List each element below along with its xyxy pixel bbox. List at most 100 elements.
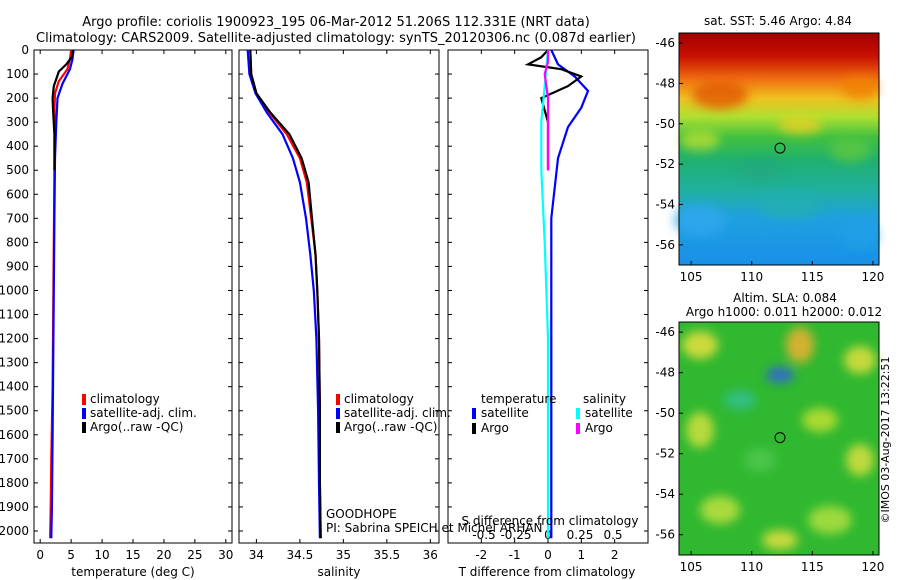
xtick-label-d-3: 1: [578, 548, 586, 562]
depth-tick-label-2: 200: [6, 91, 29, 105]
depth-tick-label-17: 1700: [0, 452, 29, 466]
diff-legend-swatch-0: [472, 408, 476, 419]
depth-tick-label-13: 1300: [0, 356, 29, 370]
depth-tick-label-8: 800: [6, 235, 29, 249]
xtick-label-d-0: -2: [475, 548, 487, 562]
sst-axes-ytick-label-4: -54: [655, 197, 675, 211]
temperature-legend-label-2: Argo(..raw -QC): [90, 420, 183, 434]
diff-legend-header-salinity: salinity: [583, 392, 626, 406]
salinity-panel: 34 34.5 35 35.5 36 salinity climatologysatel…: [238, 49, 451, 579]
depth-tick-label-3: 300: [6, 115, 29, 129]
sst-axes-ytick-label-5: -56: [655, 238, 675, 252]
sla-axes-xtick-label-0: 105: [680, 560, 703, 574]
depth-tick-label-5: 500: [6, 163, 29, 177]
sst-axes-xtick-label-1: 110: [740, 270, 763, 284]
diff-legend-label-3: Argo: [585, 421, 613, 435]
diff-legend-label-1: Argo: [481, 421, 509, 435]
series-line-t-2: [51, 50, 75, 171]
depth-tick-label-7: 700: [6, 211, 29, 225]
depth-tick-label-10: 1000: [0, 283, 29, 297]
program-label: GOODHOPE: [326, 507, 397, 521]
sla-map-title: Altim. SLA: 0.084: [733, 291, 837, 305]
series-line-d-0: [550, 50, 590, 539]
depth-tick-label-0: 0: [21, 43, 29, 57]
xtick-label-t-0: 0: [36, 548, 44, 562]
depth-tick-label-4: 400: [6, 139, 29, 153]
xtick-label-s-0: 34: [249, 548, 264, 562]
sst-axes-ytick-label-0: -46: [655, 36, 675, 50]
sla-axes-ytick-label-1: -48: [655, 366, 675, 380]
xtick-label-s-4: 36: [423, 548, 438, 562]
sla-map-image: [679, 322, 879, 555]
xtick-label-d-1: -1: [509, 548, 521, 562]
temperature-axes-frame: [33, 49, 233, 544]
sla-map-profile-marker: [774, 432, 786, 444]
sla-axes-xtick-label-1: 110: [740, 560, 763, 574]
sla-axes-xtick-label-2: 115: [801, 560, 824, 574]
diff-legend-label-2: satellite: [585, 406, 633, 420]
xtick-label-t-6: 30: [218, 548, 233, 562]
depth-tick-label-16: 1600: [0, 428, 29, 442]
diff-legend-swatch-3: [576, 423, 580, 434]
salinity-legend-swatch-2: [336, 422, 340, 433]
temperature-panel: 0 5 10 15 20 25 30 0 100 200 300 400 500 600 700 800 90…: [0, 43, 233, 579]
figure-title-line1: Argo profile: coriolis 1900923_195 06-Ma…: [82, 15, 590, 30]
xtick-label-t-3: 15: [125, 548, 140, 562]
sdiff-tick-label-1: -0.25: [500, 528, 531, 542]
imos-credit: ©IMOS 03-Aug-2017 13:22:51: [879, 357, 892, 524]
xtick-label-t-4: 20: [156, 548, 171, 562]
sst-axes-ytick-label-1: -48: [655, 76, 675, 90]
xtick-label-t-2: 10: [94, 548, 109, 562]
sla-axes-ytick-label-4: -54: [655, 487, 675, 501]
sla-axes-ytick-label-3: -52: [655, 447, 675, 461]
series-line-d-1: [524, 50, 584, 171]
series-line-d-3: [543, 50, 550, 171]
sst-axes-ytick-label-3: -52: [655, 157, 675, 171]
salinity-legend-swatch-0: [336, 394, 340, 405]
series-line-s-2: [249, 50, 322, 539]
temperature-legend-label-1: satellite-adj. clim.: [90, 406, 197, 420]
sst-axes-ytick-label-2: -50: [655, 117, 675, 131]
temperature-legend-label-0: climatology: [90, 392, 160, 406]
sla-axes-ytick-label-0: -46: [655, 325, 675, 339]
sst-axes-xtick-label-0: 105: [680, 270, 703, 284]
series-line-s-1: [246, 50, 321, 539]
depth-tick-label-1: 100: [6, 67, 29, 81]
sla-axes-ytick-label-5: -56: [655, 528, 675, 542]
depth-tick-label-12: 1200: [0, 332, 29, 346]
sst-map-profile-marker: [774, 142, 786, 154]
series-line-s-0: [249, 50, 322, 539]
sdiff-tick-label-4: 0.5: [603, 528, 622, 542]
salinity-axes-frame: [238, 49, 440, 544]
xtick-label-d-4: 2: [611, 548, 619, 562]
difference-xlabel: T difference from climatology: [458, 565, 636, 579]
salinity-xlabel: salinity: [317, 565, 360, 579]
salinity-legend-label-1: satellite-adj. clim.: [344, 406, 451, 420]
depth-tick-label-6: 600: [6, 187, 29, 201]
sla-axes-xtick-label-3: 120: [861, 560, 884, 574]
depth-tick-label-20: 2000: [0, 524, 29, 538]
diff-legend-label-0: satellite: [481, 406, 529, 420]
xtick-label-s-1: 34.5: [287, 548, 314, 562]
sdiff-tick-label-0: -0.5: [472, 528, 495, 542]
sst-axes-xtick-label-3: 120: [861, 270, 884, 284]
figure-title-line2: Climatology: CARS2009. Satellite-adjuste…: [36, 31, 636, 46]
sla-map-subtitle: Argo h1000: 0.011 h2000: 0.012: [686, 305, 882, 319]
temperature-legend-swatch-2: [82, 422, 86, 433]
series-line-d-2: [540, 50, 550, 539]
salinity-legend-label-0: climatology: [344, 392, 414, 406]
depth-tick-label-11: 1100: [0, 308, 29, 322]
sla-axes-ytick-label-2: -50: [655, 406, 675, 420]
xtick-label-d-2: 0: [544, 548, 552, 562]
sst-map-title: sat. SST: 5.46 Argo: 4.84: [704, 14, 852, 28]
xtick-label-t-5: 25: [187, 548, 202, 562]
depth-tick-label-14: 1400: [0, 380, 29, 394]
diff-legend-header-temperature: temperature: [481, 392, 556, 406]
salinity-legend-swatch-1: [336, 408, 340, 419]
depth-tick-label-19: 1900: [0, 500, 29, 514]
sst-map-image: [674, 33, 879, 265]
xtick-label-s-2: 35: [336, 548, 351, 562]
sst-axes-xtick-label-2: 115: [801, 270, 824, 284]
temperature-legend-swatch-1: [82, 408, 86, 419]
